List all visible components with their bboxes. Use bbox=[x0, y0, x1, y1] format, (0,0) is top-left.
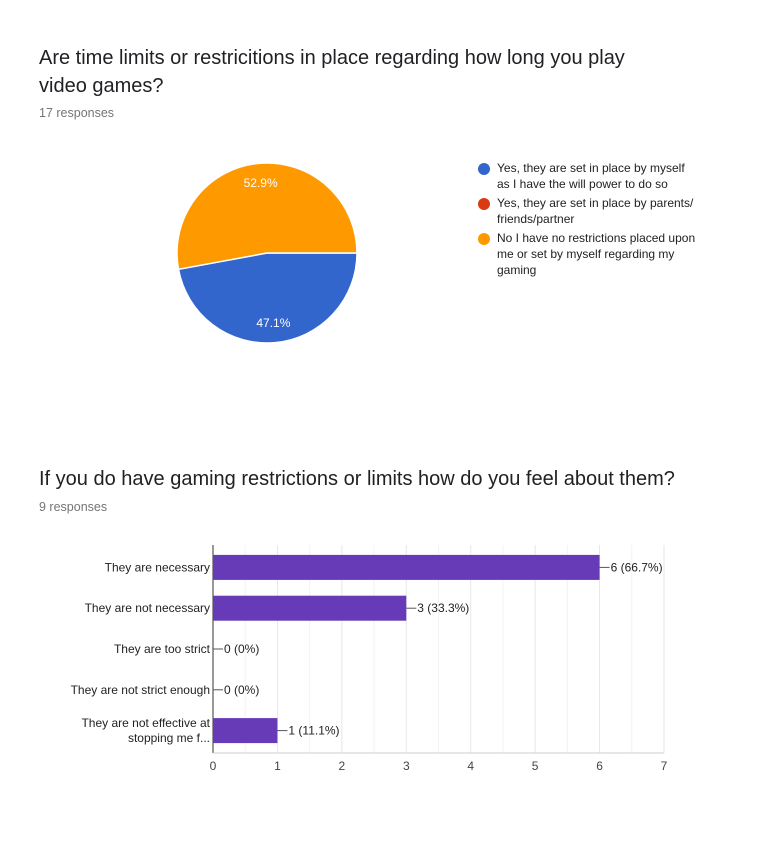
legend-label-0: Yes, they are set in place by myself as I… bbox=[497, 161, 685, 191]
category-label-0: They are necessary bbox=[105, 560, 210, 574]
question2-title: If you do have gaming restrictions or li… bbox=[39, 468, 675, 490]
legend-item-2: No I have no restrictions placed upon me … bbox=[478, 230, 708, 278]
category-label-1: They are not necessary bbox=[85, 601, 210, 615]
category-label-2: They are too strict bbox=[114, 642, 211, 656]
pie-slice-label-0: 47.1% bbox=[256, 316, 290, 330]
bar-1 bbox=[213, 595, 407, 621]
question1-title-line1: Are time limits or restricitions in plac… bbox=[39, 47, 625, 69]
question2-response-count: 9 responses bbox=[39, 500, 108, 514]
pie-slice-label-2: 52.9% bbox=[244, 176, 278, 190]
legend-swatch-2 bbox=[478, 233, 490, 245]
legend-label-1: Yes, they are set in place by parents/fr… bbox=[497, 196, 694, 226]
legend-item-0: Yes, they are set in place by myself as I… bbox=[478, 160, 708, 192]
question1-response-count: 17 responses bbox=[39, 106, 115, 120]
question1-title-line2: video games? bbox=[39, 75, 164, 97]
category-label-3: They are not strict enough bbox=[71, 683, 210, 697]
pie-chart: 47.1% 52.9% bbox=[176, 162, 358, 344]
x-tick-label: 6 bbox=[596, 759, 603, 773]
x-tick-label: 0 bbox=[210, 759, 217, 773]
value-label-4: 1 (11.1%) bbox=[288, 724, 339, 738]
x-tick-label: 5 bbox=[532, 759, 539, 773]
x-tick-label: 1 bbox=[274, 759, 281, 773]
value-label-0: 6 (66.7%) bbox=[611, 560, 663, 574]
value-label-3: 0 (0%) bbox=[224, 683, 259, 697]
x-tick-label: 2 bbox=[339, 759, 346, 773]
x-tick-label: 4 bbox=[467, 759, 474, 773]
x-tick-label: 3 bbox=[403, 759, 410, 773]
legend-swatch-1 bbox=[478, 198, 490, 210]
pie-slice-2 bbox=[176, 162, 358, 271]
value-label-2: 0 (0%) bbox=[224, 642, 259, 656]
value-label-1: 3 (33.3%) bbox=[417, 601, 469, 615]
pie-legend: Yes, they are set in place by myself as I… bbox=[478, 160, 708, 281]
legend-label-2: No I have no restrictions placed upon me … bbox=[497, 231, 696, 277]
legend-swatch-0 bbox=[478, 163, 490, 175]
legend-item-1: Yes, they are set in place by parents/fr… bbox=[478, 195, 708, 227]
x-tick-label: 7 bbox=[661, 759, 668, 773]
bar-0 bbox=[213, 554, 600, 580]
bar-chart: 0 1 2 3 4 5 6 7 They are necessary 6 (66.7%) They … bbox=[71, 545, 668, 773]
question1-title: Are time limits or restricitions in plac… bbox=[39, 44, 625, 100]
pie-slice-0 bbox=[177, 252, 358, 344]
bar-4 bbox=[213, 718, 278, 744]
category-label-4: They are not effective at stopping me f..… bbox=[81, 716, 210, 745]
